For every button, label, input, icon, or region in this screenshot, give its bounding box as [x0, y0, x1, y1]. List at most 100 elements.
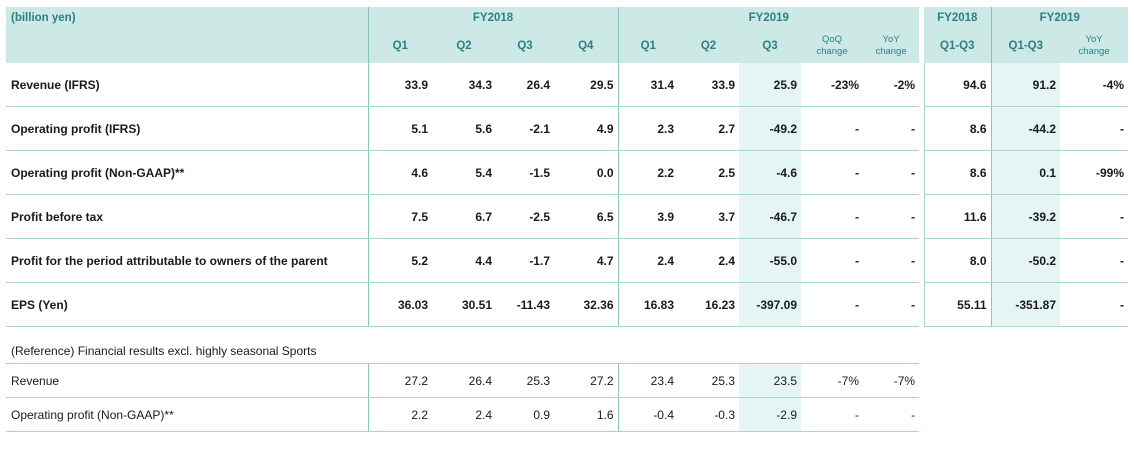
table-cell: - — [801, 397, 863, 432]
col-cumulative-yoy-change: YoY change — [1060, 28, 1129, 63]
table-cell: 4.9 — [554, 106, 619, 151]
row-label: EPS (Yen) — [6, 282, 368, 327]
table-cell: -2.5 — [496, 194, 554, 239]
table-cell: 33.9 — [367, 63, 432, 107]
col-fy2019-q3: Q3 — [739, 28, 802, 63]
table-cell: -351.87 — [990, 282, 1061, 327]
table-cell: 8.6 — [923, 150, 992, 195]
table-cell: - — [863, 397, 920, 432]
col-fy2018-q1-q3: Q1-Q3 — [924, 28, 992, 63]
table-cell: - — [863, 194, 920, 239]
financial-results-table: (billion yen) FY2018 FY2019 FY2018 FY201… — [6, 7, 1129, 327]
col-fy2019-q1-q3: Q1-Q3 — [990, 28, 1061, 63]
fy2018-cumulative-header: FY2018 — [924, 7, 992, 28]
table-cell: -23% — [801, 63, 864, 107]
table-cell: 2.3 — [617, 106, 679, 151]
table-cell: 25.9 — [739, 63, 802, 107]
table-cell: 8.6 — [923, 106, 992, 151]
table-cell: -44.2 — [990, 106, 1061, 151]
table-cell: -1.5 — [496, 150, 554, 195]
table-cell: 29.5 — [554, 63, 619, 107]
fy2019-cumulative-header: FY2019 — [990, 7, 1129, 28]
table-cell: - — [801, 106, 864, 151]
table-cell: -99% — [1060, 150, 1129, 195]
row-label: Profit before tax — [6, 194, 368, 239]
table-cell: -0.3 — [678, 397, 739, 432]
table-cell: - — [863, 282, 920, 327]
table-cell: 25.3 — [678, 363, 739, 398]
table-cell: 3.7 — [678, 194, 740, 239]
table-row: Revenue (IFRS) 33.9 34.3 26.4 29.5 31.4 33.9 25… — [6, 63, 1129, 107]
table-cell: - — [801, 282, 864, 327]
reference-title-row: (Reference) Financial results excl. high… — [6, 338, 920, 364]
table-cell: 7.5 — [367, 194, 432, 239]
table-row: Profit for the period attributable to ow… — [6, 238, 1129, 283]
table-cell: 30.51 — [432, 282, 496, 327]
row-label: Operating profit (Non-GAAP)** — [6, 397, 368, 432]
table-row: Profit before tax 7.5 6.7 -2.5 6.5 3.9 3.7 -46.… — [6, 194, 1129, 239]
table-cell: - — [801, 238, 864, 283]
table-cell: 32.36 — [554, 282, 619, 327]
table-cell: 5.1 — [367, 106, 432, 151]
table-cell: 23.4 — [617, 363, 678, 398]
table-cell: 26.4 — [432, 363, 496, 398]
table-cell: -55.0 — [739, 238, 802, 283]
row-label: Operating profit (IFRS) — [6, 106, 368, 151]
table-cell: 34.3 — [432, 63, 496, 107]
fy2018-group-header: FY2018 — [367, 7, 619, 28]
table-cell: 8.0 — [923, 238, 992, 283]
table-cell: -1.7 — [496, 238, 554, 283]
table-cell: 6.5 — [554, 194, 619, 239]
table-cell: 1.6 — [554, 397, 618, 432]
table-cell: 91.2 — [990, 63, 1061, 107]
table-cell: -11.43 — [496, 282, 554, 327]
header-row-years: (billion yen) FY2018 FY2019 FY2018 FY201… — [6, 7, 1129, 28]
table-cell: 2.4 — [678, 238, 740, 283]
table-cell: -49.2 — [739, 106, 802, 151]
row-label: Profit for the period attributable to ow… — [6, 238, 368, 283]
table-cell: 25.3 — [496, 363, 554, 398]
table-cell: -4.6 — [739, 150, 802, 195]
table-cell: 33.9 — [678, 63, 740, 107]
row-label: Revenue (IFRS) — [6, 63, 368, 107]
table-cell: 2.4 — [432, 397, 496, 432]
table-cell: 4.6 — [367, 150, 432, 195]
table-cell: -2.1 — [496, 106, 554, 151]
table-row: Revenue 27.2 26.4 25.3 27.2 23.4 25.3 23.5 -7% -7… — [6, 363, 920, 398]
table-cell: 0.1 — [990, 150, 1061, 195]
reference-title: (Reference) Financial results excl. high… — [6, 338, 920, 364]
table-cell: -397.09 — [739, 282, 802, 327]
table-cell: 31.4 — [617, 63, 679, 107]
col-fy2019-q2: Q2 — [678, 28, 740, 63]
table-cell: 0.9 — [496, 397, 554, 432]
table-cell: 2.2 — [367, 397, 432, 432]
table-row: Operating profit (Non-GAAP)** 2.2 2.4 0.9 1.… — [6, 397, 920, 432]
table-cell: -2% — [863, 63, 920, 107]
table-cell: -7% — [801, 363, 863, 398]
table-cell: 16.23 — [678, 282, 740, 327]
table-cell: 27.2 — [554, 363, 618, 398]
table-cell: 2.5 — [678, 150, 740, 195]
col-fy2018-q2: Q2 — [432, 28, 496, 63]
table-cell: -4% — [1060, 63, 1129, 107]
col-qoq-change: QoQ change — [801, 28, 864, 63]
table-cell: 16.83 — [617, 282, 679, 327]
table-cell: 0.0 — [554, 150, 619, 195]
table-cell: -39.2 — [990, 194, 1061, 239]
table-cell: -7% — [863, 363, 920, 398]
col-yoy-change: YoY change — [863, 28, 920, 63]
table-cell: - — [863, 106, 920, 151]
col-fy2019-q1: Q1 — [617, 28, 679, 63]
row-label: Operating profit (Non-GAAP)** — [6, 150, 368, 195]
header-row-quarters: Q1 Q2 Q3 Q4 Q1 Q2 Q3 QoQ change YoY change… — [6, 28, 1129, 63]
col-fy2018-q3: Q3 — [496, 28, 554, 63]
table-cell: 5.6 — [432, 106, 496, 151]
table-row: EPS (Yen) 36.03 30.51 -11.43 32.36 16.83 16.23… — [6, 282, 1129, 327]
unit-label: (billion yen) — [6, 7, 368, 28]
table-cell: - — [1060, 282, 1129, 327]
table-cell: -0.4 — [617, 397, 678, 432]
table-cell: 2.4 — [617, 238, 679, 283]
col-fy2018-q4: Q4 — [554, 28, 619, 63]
table-cell: 36.03 — [367, 282, 432, 327]
table-cell: 27.2 — [367, 363, 432, 398]
